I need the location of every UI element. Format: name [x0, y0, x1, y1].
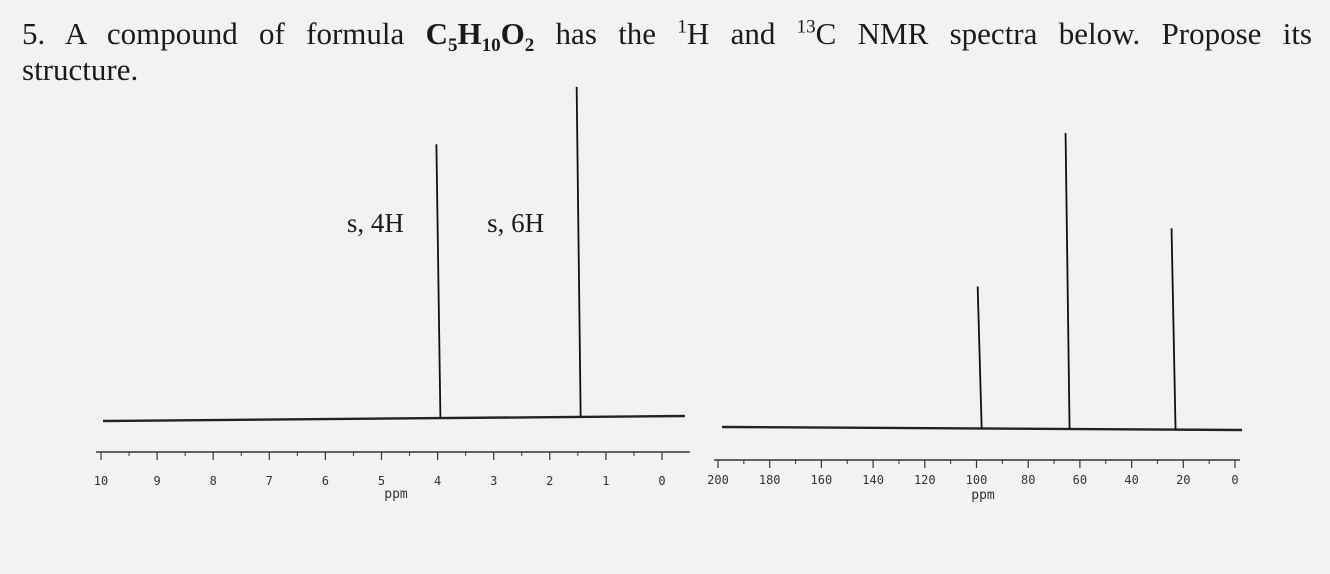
h1-tick-label-10: 10 [94, 474, 108, 488]
c13-tick-label-20: 20 [1176, 473, 1190, 487]
nucleus2: C [815, 16, 837, 51]
h1-tick-label-1: 1 [602, 474, 609, 488]
question-text-and: and [709, 16, 797, 51]
h1-tick-label-8: 8 [210, 474, 217, 488]
c13-tick-label-100: 100 [966, 473, 988, 487]
h1-peak-label-2: s, 6H [487, 208, 544, 238]
question-text: 5. A compound of formula C5H10O2 has the… [22, 16, 1312, 88]
h1-tick-label-0: 0 [658, 474, 665, 488]
c13-baseline [721, 425, 1243, 432]
h1-tick-label-7: 7 [266, 474, 273, 488]
c13-axis-title: ppm [971, 488, 995, 503]
question-text-before: A compound of formula [64, 16, 426, 51]
question-number: 5. [22, 16, 46, 51]
question-text-line2: structure. [22, 52, 139, 87]
c13-tick-label-0: 0 [1231, 473, 1238, 487]
h1-peak-2 [575, 86, 582, 417]
h1-axis-title: ppm [384, 487, 408, 502]
c13-peak-1 [976, 286, 983, 429]
c13-peak-2 [1064, 132, 1071, 430]
h1-tick-label-9: 9 [153, 474, 160, 488]
c13-tick-label-60: 60 [1073, 473, 1087, 487]
c13-tick-label-200: 200 [707, 473, 729, 487]
c13-tick-label-140: 140 [862, 473, 884, 487]
question-text-middle: has the [534, 16, 678, 51]
h1-tick-label-6: 6 [322, 474, 329, 488]
c13-tick-label-80: 80 [1021, 473, 1035, 487]
nucleus2-mass: 13 [796, 16, 816, 38]
molecular-formula: C5H10O2 [425, 16, 535, 57]
h1-tick-label-3: 3 [490, 474, 497, 488]
nucleus1: H [686, 16, 710, 51]
c13-tick-label-120: 120 [914, 473, 936, 487]
nucleus1-mass: 1 [677, 16, 687, 38]
h1-baseline [102, 414, 686, 423]
c13-peak-3 [1170, 228, 1177, 430]
c13-tick-label-160: 160 [811, 473, 833, 487]
h1-peak-1 [435, 144, 442, 419]
c13-tick-label-180: 180 [759, 473, 781, 487]
h1-tick-label-2: 2 [546, 474, 553, 488]
h1-tick-label-5: 5 [378, 474, 385, 488]
h1-peak-label-1: s, 4H [347, 208, 404, 238]
h1-tick-label-4: 4 [434, 474, 441, 488]
c13-tick-label-40: 40 [1124, 473, 1138, 487]
question-text-after: NMR spectra below. Propose its [836, 16, 1312, 51]
